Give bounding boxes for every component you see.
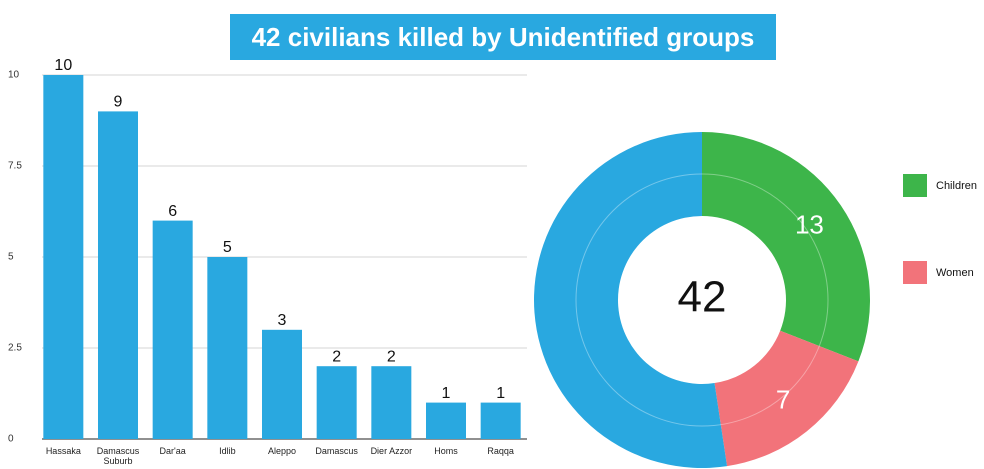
y-tick-label: 7.5 (8, 161, 22, 172)
x-tick-label: Aleppo (267, 446, 297, 456)
y-tick-label: 10 (8, 70, 20, 81)
value-label: 9 (114, 94, 123, 111)
bar (371, 366, 412, 439)
legend-swatch (903, 261, 927, 284)
bar (207, 257, 248, 439)
bar (316, 366, 357, 439)
bar (43, 75, 84, 439)
value-label: 6 (168, 203, 177, 220)
x-tick-label: Raqqa (487, 446, 514, 456)
value-label: 2 (387, 348, 396, 365)
x-tick-label: Dar'aa (159, 446, 186, 456)
x-tick-label: Damascus (315, 446, 358, 456)
y-tick-label: 0 (8, 434, 14, 445)
chart-title: 42 civilians killed by Unidentified grou… (230, 14, 776, 60)
x-tick-label: Dier Azzor (370, 446, 413, 456)
bar (98, 111, 138, 440)
x-tick-label: Damascus Suburb (96, 446, 140, 466)
segment-label: 13 (795, 210, 824, 240)
x-tick-label: Hassaka (45, 446, 81, 456)
segment-label: 7 (776, 385, 790, 415)
bar (426, 402, 466, 439)
y-tick-label: 2.5 (8, 343, 22, 354)
value-label: 1 (442, 385, 451, 402)
legend-swatch (903, 174, 927, 197)
value-label: 1 (496, 385, 505, 402)
legend-label: Women (936, 267, 974, 279)
x-tick-label: Idlib (219, 446, 236, 456)
donut-segment (714, 330, 859, 467)
bar (480, 402, 521, 439)
donut-segment (702, 132, 870, 362)
value-label: 2 (332, 348, 341, 365)
y-tick-label: 5 (8, 252, 14, 263)
value-label: 3 (278, 312, 287, 329)
donut-segment (533, 132, 728, 468)
value-label: 10 (54, 57, 72, 74)
center-label: 42 (678, 273, 727, 322)
value-label: 5 (223, 239, 232, 256)
bar (152, 220, 193, 439)
bar (262, 329, 302, 439)
legend-label: Children (936, 180, 977, 192)
inner-ring (575, 173, 829, 427)
x-tick-label: Homs (434, 446, 458, 456)
